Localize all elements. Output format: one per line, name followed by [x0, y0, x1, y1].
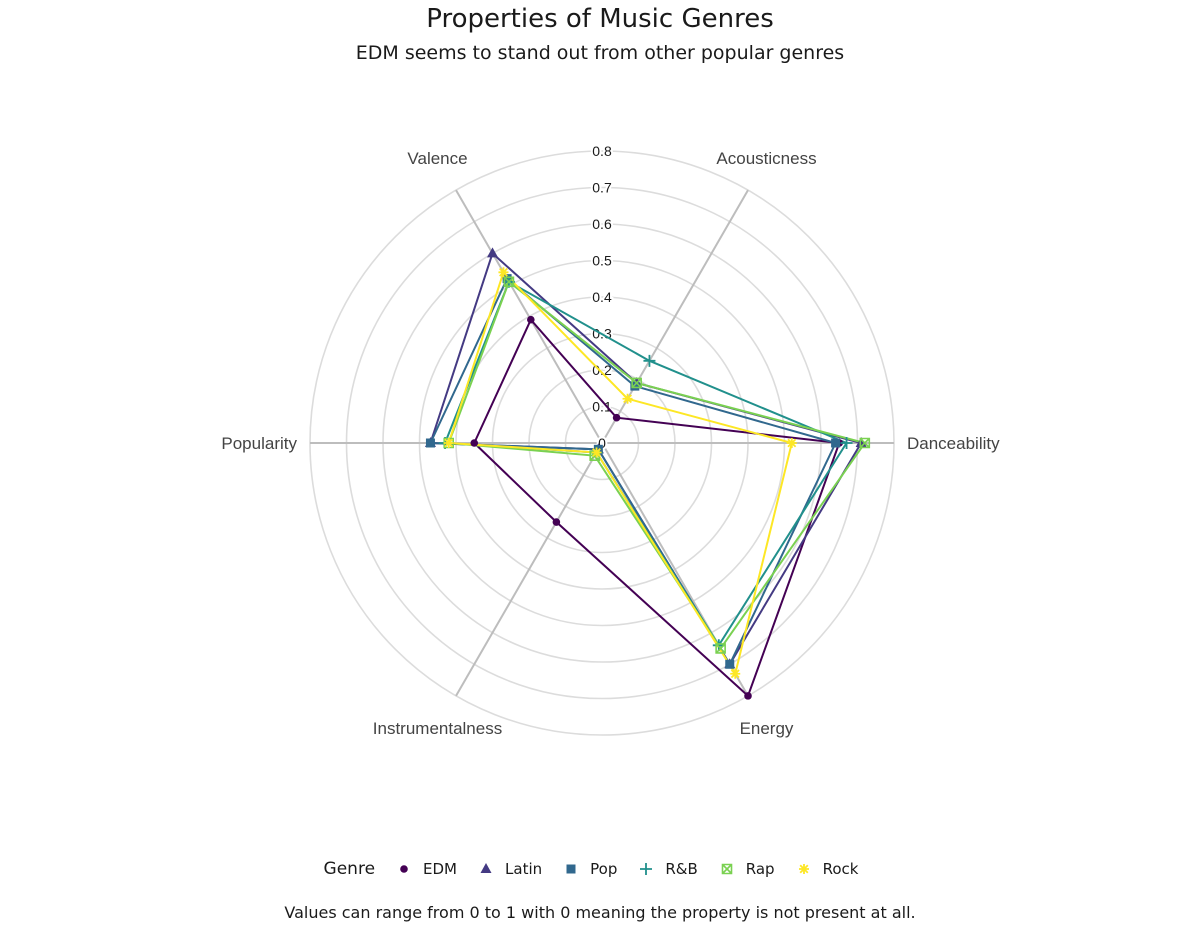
data-point [715, 643, 726, 654]
legend-items: EDM Latin Pop R&B Rap Rock [393, 858, 876, 880]
legend-key [798, 864, 809, 874]
data-point [470, 439, 479, 447]
axis-label: Acousticness [716, 149, 816, 168]
series-line-edm [473, 317, 841, 698]
data-point [443, 438, 454, 448]
data-point [744, 692, 752, 700]
radial-tick-label: 0.6 [592, 216, 612, 232]
data-point [498, 267, 509, 278]
series-line-pop [428, 277, 838, 667]
legend-key [721, 863, 733, 875]
legend-item: Rap [716, 858, 775, 880]
data-point [566, 864, 576, 874]
data-point [593, 444, 603, 454]
radial-tick-label: 0.1 [592, 399, 612, 415]
axis-spoke [455, 442, 603, 697]
chart-caption: Values can range from 0 to 1 with 0 mean… [284, 903, 916, 922]
axis-label: Instrumentalness [373, 719, 502, 738]
radial-tick-label: 0.2 [592, 362, 612, 378]
legend-key [480, 863, 492, 873]
radial-tick-label: 0.7 [592, 180, 612, 196]
legend-item: EDM [393, 858, 457, 880]
legend-key [640, 863, 653, 875]
data-point [487, 247, 498, 258]
data-point [425, 438, 435, 448]
data-point [831, 438, 841, 448]
data-point [480, 863, 492, 873]
legend-label: R&B [665, 860, 698, 878]
data-point [552, 518, 561, 526]
legend-item: Latin [475, 858, 542, 880]
data-point [786, 438, 797, 448]
axis-label: Energy [740, 719, 794, 738]
data-point [591, 447, 602, 458]
chart-title: Properties of Music Genres [426, 4, 774, 34]
legend-label: EDM [423, 860, 458, 878]
data-point [612, 413, 621, 422]
legend-label: Rock [822, 860, 859, 878]
axis-label: Danceability [907, 434, 1000, 453]
legend-item: R&B [635, 858, 698, 880]
legend-label: Latin [505, 860, 543, 878]
chart-subtitle: EDM seems to stand out from other popula… [355, 42, 845, 64]
data-point [721, 863, 733, 875]
data-point [503, 276, 515, 288]
data-point [400, 865, 408, 873]
legend-label: Rap [745, 860, 775, 878]
axis-label: Popularity [221, 434, 297, 453]
data-point [631, 377, 642, 389]
data-point [622, 393, 633, 404]
legend-label: Pop [590, 860, 618, 878]
data-point [527, 315, 535, 324]
legend-item: Pop [560, 858, 617, 880]
data-point [730, 668, 741, 679]
data-point [630, 381, 640, 391]
radial-tick-label: 0.8 [592, 143, 612, 159]
data-point [502, 274, 512, 284]
radial-tick-label: 0.5 [592, 253, 612, 269]
axis-spoke [601, 189, 749, 444]
legend-item: Rock [793, 858, 859, 880]
axis-label: Valence [407, 149, 467, 168]
radar-chart: 00.10.20.30.40.50.60.70.8DanceabilityAco… [221, 141, 1000, 738]
legend-title: Genre [323, 859, 376, 879]
legend-key [566, 864, 576, 874]
legend-key [400, 865, 408, 873]
data-point [798, 864, 809, 874]
radial-tick-label: 0.4 [592, 289, 612, 305]
legend: Genre EDM Latin Pop R&B Rap Rock [0, 858, 1200, 880]
data-point [643, 354, 656, 367]
data-point [640, 863, 653, 875]
data-point [840, 437, 853, 449]
data-point [859, 437, 871, 449]
series-line-rap [447, 280, 867, 651]
data-point [725, 659, 735, 669]
